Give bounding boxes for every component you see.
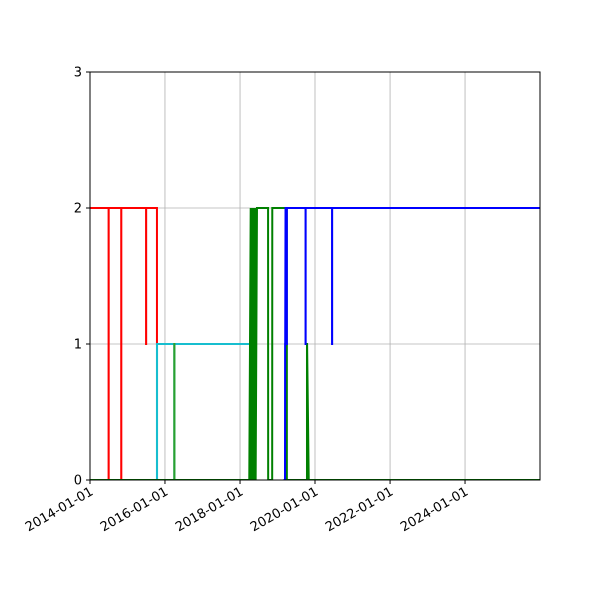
series-line-3: [173, 343, 250, 480]
y-tick-label: 2: [74, 202, 82, 217]
series-line-4: [90, 207, 540, 480]
series-layer: [90, 207, 540, 480]
y-tick-label: 3: [74, 66, 82, 81]
y-tick-label: 1: [74, 338, 82, 353]
series-line-5: [283, 207, 540, 480]
y-tick-label: 0: [74, 474, 82, 489]
